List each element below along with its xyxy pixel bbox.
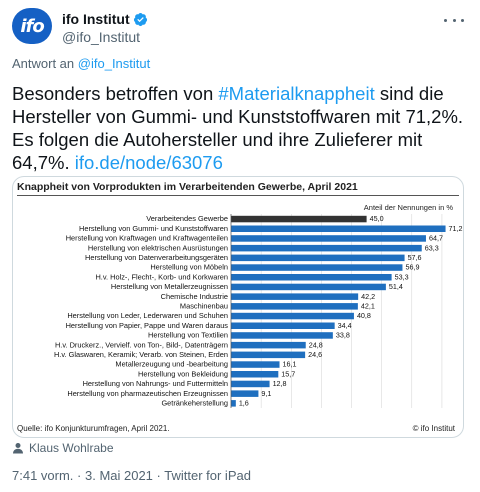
bar bbox=[231, 371, 279, 378]
category-label: Herstellung von Papier, Pappe und Waren … bbox=[66, 321, 229, 330]
value-label: 57,6 bbox=[408, 253, 422, 262]
account-handle[interactable]: @ifo_Institut bbox=[62, 29, 141, 45]
value-label: 53,3 bbox=[395, 272, 409, 281]
chart-image[interactable]: Knappheit von Vorprodukten im Verarbeite… bbox=[12, 176, 464, 438]
bar bbox=[231, 215, 367, 223]
tweet-date[interactable]: 3. Mai 2021 bbox=[84, 468, 153, 483]
category-label: Herstellung von pharmazeutischen Erzeugn… bbox=[67, 389, 228, 398]
bar bbox=[231, 341, 306, 349]
category-label: H.v. Glaswaren, Keramik; Verarb. von Ste… bbox=[54, 350, 228, 359]
category-label: Herstellung von Bekleidung bbox=[138, 369, 228, 378]
category-label: Herstellung von Metallerzeugnissen bbox=[111, 282, 228, 291]
value-label: 9,1 bbox=[261, 389, 271, 398]
bar-chart: Verarbeitendes Gewerbe 45,0 Herstellung vo… bbox=[54, 214, 463, 408]
bar bbox=[231, 274, 392, 281]
tweet-text: Besonders betroffen von #Materialknapphe… bbox=[12, 82, 472, 174]
value-label: 15,7 bbox=[281, 369, 295, 378]
account-name-text[interactable]: ifo Institut bbox=[62, 11, 130, 27]
value-label: 64,7 bbox=[429, 234, 443, 243]
value-label: 40,8 bbox=[357, 311, 371, 320]
photo-tag[interactable]: Klaus Wohlrabe bbox=[12, 441, 114, 455]
bar bbox=[231, 400, 236, 407]
bar bbox=[231, 225, 446, 232]
value-label: 16,1 bbox=[283, 360, 297, 369]
tweet-url-link[interactable]: ifo.de/node/63076 bbox=[74, 152, 223, 173]
value-label: 34,4 bbox=[338, 321, 352, 330]
value-label: 51,4 bbox=[389, 282, 403, 291]
chart-copyright: © ifo Institut bbox=[412, 424, 455, 433]
bar bbox=[231, 361, 280, 368]
category-label: Getränkeherstellung bbox=[161, 399, 228, 408]
value-label: 1,6 bbox=[239, 399, 249, 408]
category-label: Metallerzeugung und -bearbeitung bbox=[115, 360, 228, 369]
chart-axis-label: Anteil der Nennungen in % bbox=[363, 203, 453, 212]
bar bbox=[231, 322, 335, 329]
value-label: 24,8 bbox=[309, 340, 323, 349]
chart-title-divider bbox=[17, 195, 459, 196]
value-label: 45,0 bbox=[370, 214, 384, 223]
chart-source: Quelle: ifo Konjunkturumfragen, April 20… bbox=[17, 424, 170, 433]
value-label: 42,1 bbox=[361, 302, 375, 311]
tweet-client[interactable]: Twitter for iPad bbox=[164, 468, 251, 483]
category-label: Herstellung von Nahrungs- und Futtermitt… bbox=[83, 379, 228, 388]
bar bbox=[231, 293, 359, 300]
tweet-text-part1: Besonders betroffen von bbox=[12, 83, 219, 104]
category-label: Herstellung von Datenverarbeitungsgeräte… bbox=[85, 253, 228, 262]
account-name[interactable]: ifo Institut bbox=[62, 11, 148, 27]
bar bbox=[231, 332, 333, 339]
avatar-logo-text: ifo bbox=[20, 15, 44, 37]
bar bbox=[231, 254, 405, 262]
bar bbox=[231, 235, 426, 242]
verified-badge-icon bbox=[133, 12, 147, 26]
value-label: 56,9 bbox=[405, 263, 419, 272]
category-label: Herstellung von Kraftwagen und Kraftwage… bbox=[66, 234, 228, 243]
more-options-icon[interactable] bbox=[444, 12, 464, 28]
chart-title: Knappheit von Vorprodukten im Verarbeite… bbox=[17, 181, 358, 193]
tweet-header: ifo ifo Institut @ifo_Institut bbox=[12, 8, 468, 45]
bar bbox=[231, 351, 306, 359]
tweet-text-part2: sind die Hersteller von Gummi- und Kunst… bbox=[12, 83, 464, 173]
category-label: Herstellung von Möbeln bbox=[150, 263, 228, 272]
bar bbox=[231, 312, 354, 320]
bar bbox=[231, 390, 259, 397]
meta-separator: · bbox=[73, 468, 85, 483]
category-label: Chemische Industrie bbox=[161, 292, 228, 301]
value-label: 71,2 bbox=[449, 224, 463, 233]
category-label: Verarbeitendes Gewerbe bbox=[146, 214, 228, 223]
bar bbox=[231, 380, 270, 388]
category-label: Herstellung von elektrischen Ausrüstunge… bbox=[88, 243, 228, 252]
category-label: Herstellung von Textilien bbox=[148, 331, 228, 340]
meta-separator: · bbox=[152, 468, 165, 483]
value-label: 24,6 bbox=[308, 350, 322, 359]
tweet-time[interactable]: 7:41 vorm. bbox=[12, 468, 74, 483]
hashtag-link[interactable]: #Materialknappheit bbox=[218, 83, 375, 104]
tweet-meta: 7:41 vorm. · 3. Mai 2021 · Twitter for i… bbox=[12, 468, 251, 483]
reply-handle-link[interactable]: @ifo_Institut bbox=[77, 56, 151, 71]
category-label: Herstellung von Leder, Lederwaren und Sc… bbox=[67, 311, 228, 320]
reply-context: Antwort an @ifo_Institut bbox=[12, 56, 150, 71]
bar bbox=[231, 244, 422, 252]
value-label: 33,8 bbox=[336, 331, 350, 340]
category-label: Herstellung von Gummi- und Kunststoffwar… bbox=[79, 224, 228, 233]
reply-prefix: Antwort an bbox=[12, 56, 75, 71]
value-label: 63,3 bbox=[425, 243, 439, 252]
category-label: Maschinenbau bbox=[180, 302, 228, 311]
bar bbox=[231, 303, 358, 310]
photo-tag-name[interactable]: Klaus Wohlrabe bbox=[29, 441, 114, 455]
value-label: 12,8 bbox=[273, 379, 287, 388]
avatar[interactable]: ifo bbox=[12, 8, 52, 44]
bar bbox=[231, 264, 403, 271]
person-icon bbox=[13, 443, 23, 454]
category-label: H.v. Druckerz., Vervielf. von Ton-, Bild… bbox=[55, 340, 228, 349]
bar bbox=[231, 283, 386, 291]
category-label: H.v. Holz-, Flecht-, Korb- und Korkwaren bbox=[95, 272, 228, 281]
value-label: 42,2 bbox=[361, 292, 375, 301]
